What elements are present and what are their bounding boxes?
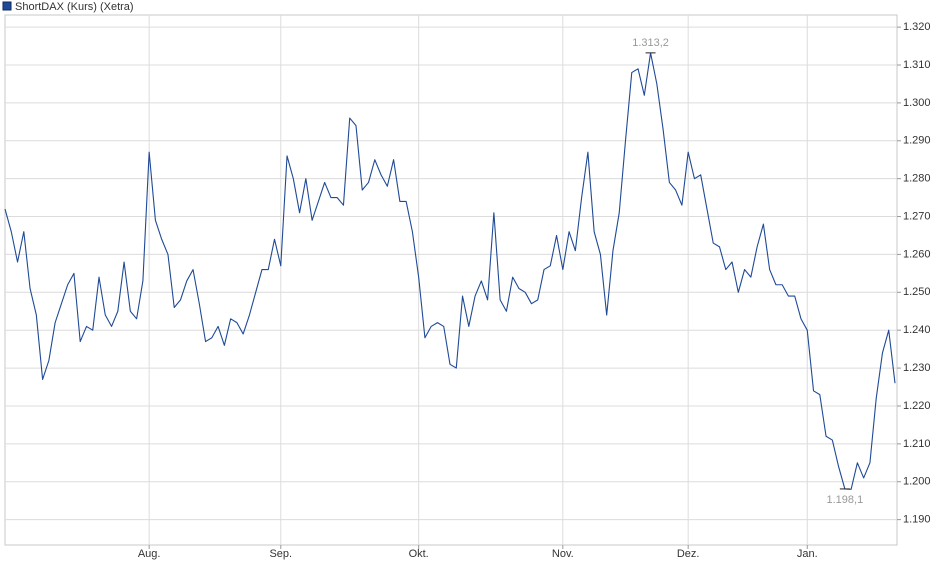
x-tick-label: Okt. xyxy=(409,548,429,560)
value-label: 1.313,2 xyxy=(632,37,669,49)
legend-swatch xyxy=(2,1,12,11)
y-tick-label: 1.210 xyxy=(903,438,931,450)
y-tick-label: 1.230 xyxy=(903,362,931,374)
y-tick-label: 1.220 xyxy=(903,400,931,412)
y-tick-label: 1.290 xyxy=(903,135,931,147)
y-tick-label: 1.250 xyxy=(903,286,931,298)
plot-frame xyxy=(4,14,898,546)
x-tick-label: Dez. xyxy=(677,548,700,560)
y-tick-label: 1.300 xyxy=(903,97,931,109)
x-tick-label: Sep. xyxy=(269,548,292,560)
y-tick-label: 1.320 xyxy=(903,21,931,33)
x-tick-label: Aug. xyxy=(138,548,161,560)
x-tick-label: Jan. xyxy=(797,548,818,560)
y-tick-label: 1.200 xyxy=(903,476,931,488)
y-tick-label: 1.270 xyxy=(903,210,931,222)
y-tick-label: 1.190 xyxy=(903,514,931,526)
line-series xyxy=(4,52,896,490)
value-label: 1.198,1 xyxy=(827,494,864,506)
y-tick-label: 1.280 xyxy=(903,173,931,185)
y-tick-label: 1.310 xyxy=(903,59,931,71)
x-tick-label: Nov. xyxy=(552,548,574,560)
y-tick-label: 1.240 xyxy=(903,324,931,336)
legend-label: ShortDAX (Kurs) (Xetra) xyxy=(15,1,134,13)
y-tick-label: 1.260 xyxy=(903,248,931,260)
